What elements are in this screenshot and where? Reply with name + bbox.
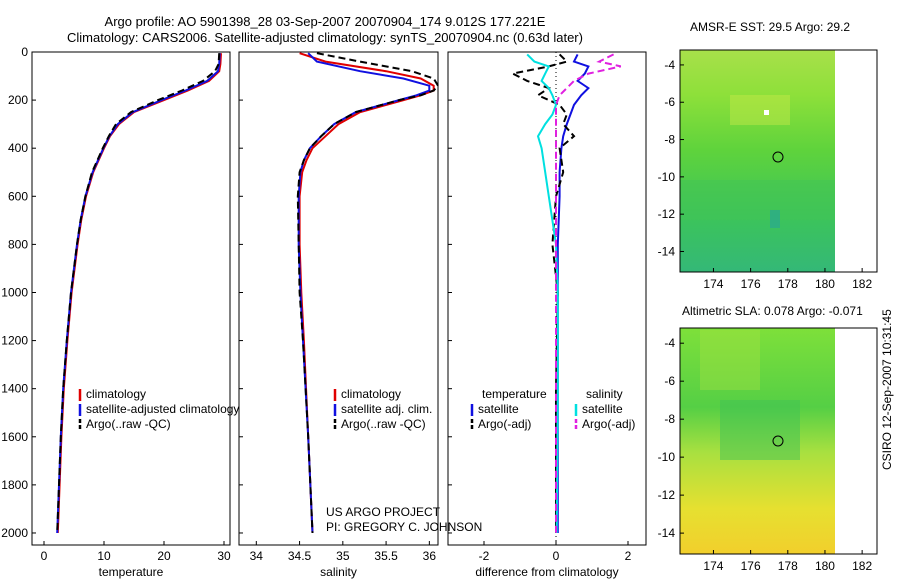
- map-y-tick-label: -14: [658, 244, 676, 258]
- map-y-tick-label: -4: [664, 58, 675, 72]
- legend-label: temperature: [482, 387, 547, 401]
- y-tick-label: 1200: [1, 334, 28, 348]
- map-y-tick-label: -6: [664, 95, 675, 109]
- x-tick-label: 34: [250, 549, 264, 563]
- legend-label: satellite: [582, 402, 623, 416]
- series-climatology: [298, 52, 435, 534]
- map-x-tick-label: 178: [778, 277, 798, 291]
- series-satellite-adjusted-climatology: [56, 53, 221, 534]
- series-satellite-adj-clim-: [297, 52, 431, 534]
- sst-map: [679, 49, 878, 273]
- series-argo-raw-qc-: [56, 53, 221, 534]
- series-temperature-satellite: [556, 53, 590, 533]
- legend-label: Argo(..raw -QC): [341, 417, 426, 431]
- sst-field: [680, 50, 835, 272]
- legend-label: climatology: [86, 387, 146, 401]
- sst-float-marker: [772, 151, 784, 163]
- x-tick-label: 0: [41, 549, 48, 563]
- y-tick-label: 2000: [1, 526, 28, 540]
- legend-label: Argo(..raw -QC): [86, 417, 171, 431]
- y-tick-label: 1800: [1, 478, 28, 492]
- y-tick-label: 400: [8, 141, 28, 155]
- sla-low-patch: [720, 400, 800, 460]
- map-y-tick-label: -12: [658, 207, 676, 221]
- map-ticks: 174 176 178 180 182 -4 -6 -8 -10 -12 -14 174 176 178 1…: [658, 58, 873, 573]
- map-x-tick-label: 176: [741, 277, 761, 291]
- x-tick-label: 10: [97, 549, 111, 563]
- y-tick-label: 1000: [1, 285, 28, 299]
- x-tick-label: 36: [423, 549, 437, 563]
- panel-2: -2 0 2 difference from climatology temperatu…: [448, 51, 635, 579]
- x-tick-label: 20: [157, 549, 171, 563]
- sla-float-marker: [772, 435, 784, 447]
- sst-warm-patch: [730, 95, 790, 125]
- map-x-tick-label: 174: [703, 277, 723, 291]
- legend-label: satellite-adjusted climatology: [86, 402, 239, 416]
- y-tick-label: 1600: [1, 430, 28, 444]
- x-tick-label: 30: [217, 549, 231, 563]
- sla-map: [679, 327, 878, 555]
- sst-missing-pixel: [764, 110, 769, 115]
- legend-label: salinity: [586, 387, 623, 401]
- temperature-panel-frame: [31, 51, 231, 546]
- legend-label: Argo(-adj): [582, 417, 635, 431]
- legend-label: climatology: [341, 387, 401, 401]
- map-y-tick-label: -4: [664, 336, 675, 350]
- legend-label: satellite: [478, 402, 519, 416]
- map-y-tick-label: -12: [658, 488, 676, 502]
- series-salinity-argo-adj-: [555, 53, 622, 533]
- map-x-tick-label: 182: [852, 277, 872, 291]
- x-tick-label: 2: [625, 549, 632, 563]
- x-axis-label: temperature: [99, 565, 164, 579]
- plot-title-line1: Argo profile: AO 5901398_28 03-Sep-2007 …: [104, 14, 546, 29]
- plot-title-line2: Climatology: CARS2006. Satellite-adjuste…: [67, 30, 583, 45]
- sst-map-frame: [679, 49, 878, 273]
- series-temperature-argo-adj-: [509, 53, 576, 533]
- credit-line2: PI: GREGORY C. JOHNSON: [326, 520, 482, 534]
- difference-panel-frame: [447, 51, 647, 546]
- sla-map-frame: [679, 327, 878, 555]
- map-x-tick-label: 180: [815, 277, 835, 291]
- legend-label: Argo(-adj): [478, 417, 531, 431]
- x-tick-label: 0: [553, 549, 560, 563]
- sst-field-band: [680, 180, 835, 220]
- sst-map-title: AMSR-E SST: 29.5 Argo: 29.2: [690, 20, 851, 34]
- series-salinity-satellite: [526, 53, 559, 534]
- x-axis-label: salinity: [320, 565, 357, 579]
- x-tick-label: 34.5: [288, 549, 312, 563]
- series-climatology: [56, 53, 222, 534]
- map-x-tick-label: 182: [852, 559, 872, 573]
- sst-cool-patch: [770, 210, 780, 228]
- credit-line1: US ARGO PROJECT: [326, 505, 441, 519]
- y-tick-label: 1400: [1, 382, 28, 396]
- map-x-tick-label: 174: [703, 559, 723, 573]
- panel-1: 34 34.5 35 35.5 36 salinity climatologysatelli…: [239, 51, 440, 579]
- legend-label: satellite adj. clim.: [341, 402, 432, 416]
- series-argo-raw-qc-: [296, 52, 440, 534]
- sla-high-patch: [700, 330, 760, 390]
- map-x-tick-label: 178: [778, 559, 798, 573]
- map-y-tick-label: -8: [664, 412, 675, 426]
- salinity-panel-frame: [238, 51, 439, 546]
- map-y-tick-label: -14: [658, 526, 676, 540]
- y-tick-label: 200: [8, 93, 28, 107]
- x-axis-label: difference from climatology: [475, 565, 618, 579]
- map-y-tick-label: -10: [658, 450, 676, 464]
- sla-map-title: Altimetric SLA: 0.078 Argo: -0.071: [682, 304, 863, 318]
- map-y-tick-label: -8: [664, 133, 675, 147]
- map-x-tick-label: 180: [815, 559, 835, 573]
- panel-0: 0 10 20 30 temperature 0 200 400 600 800 1000 1200 1…: [1, 45, 239, 579]
- x-tick-label: 35.5: [374, 549, 398, 563]
- map-y-tick-label: -10: [658, 170, 676, 184]
- y-tick-label: 800: [8, 237, 28, 251]
- x-tick-label: 35: [336, 549, 350, 563]
- map-x-tick-label: 176: [741, 559, 761, 573]
- y-tick-label: 600: [8, 189, 28, 203]
- x-tick-label: -2: [479, 549, 490, 563]
- y-tick-label: 0: [21, 45, 28, 59]
- map-y-tick-label: -6: [664, 374, 675, 388]
